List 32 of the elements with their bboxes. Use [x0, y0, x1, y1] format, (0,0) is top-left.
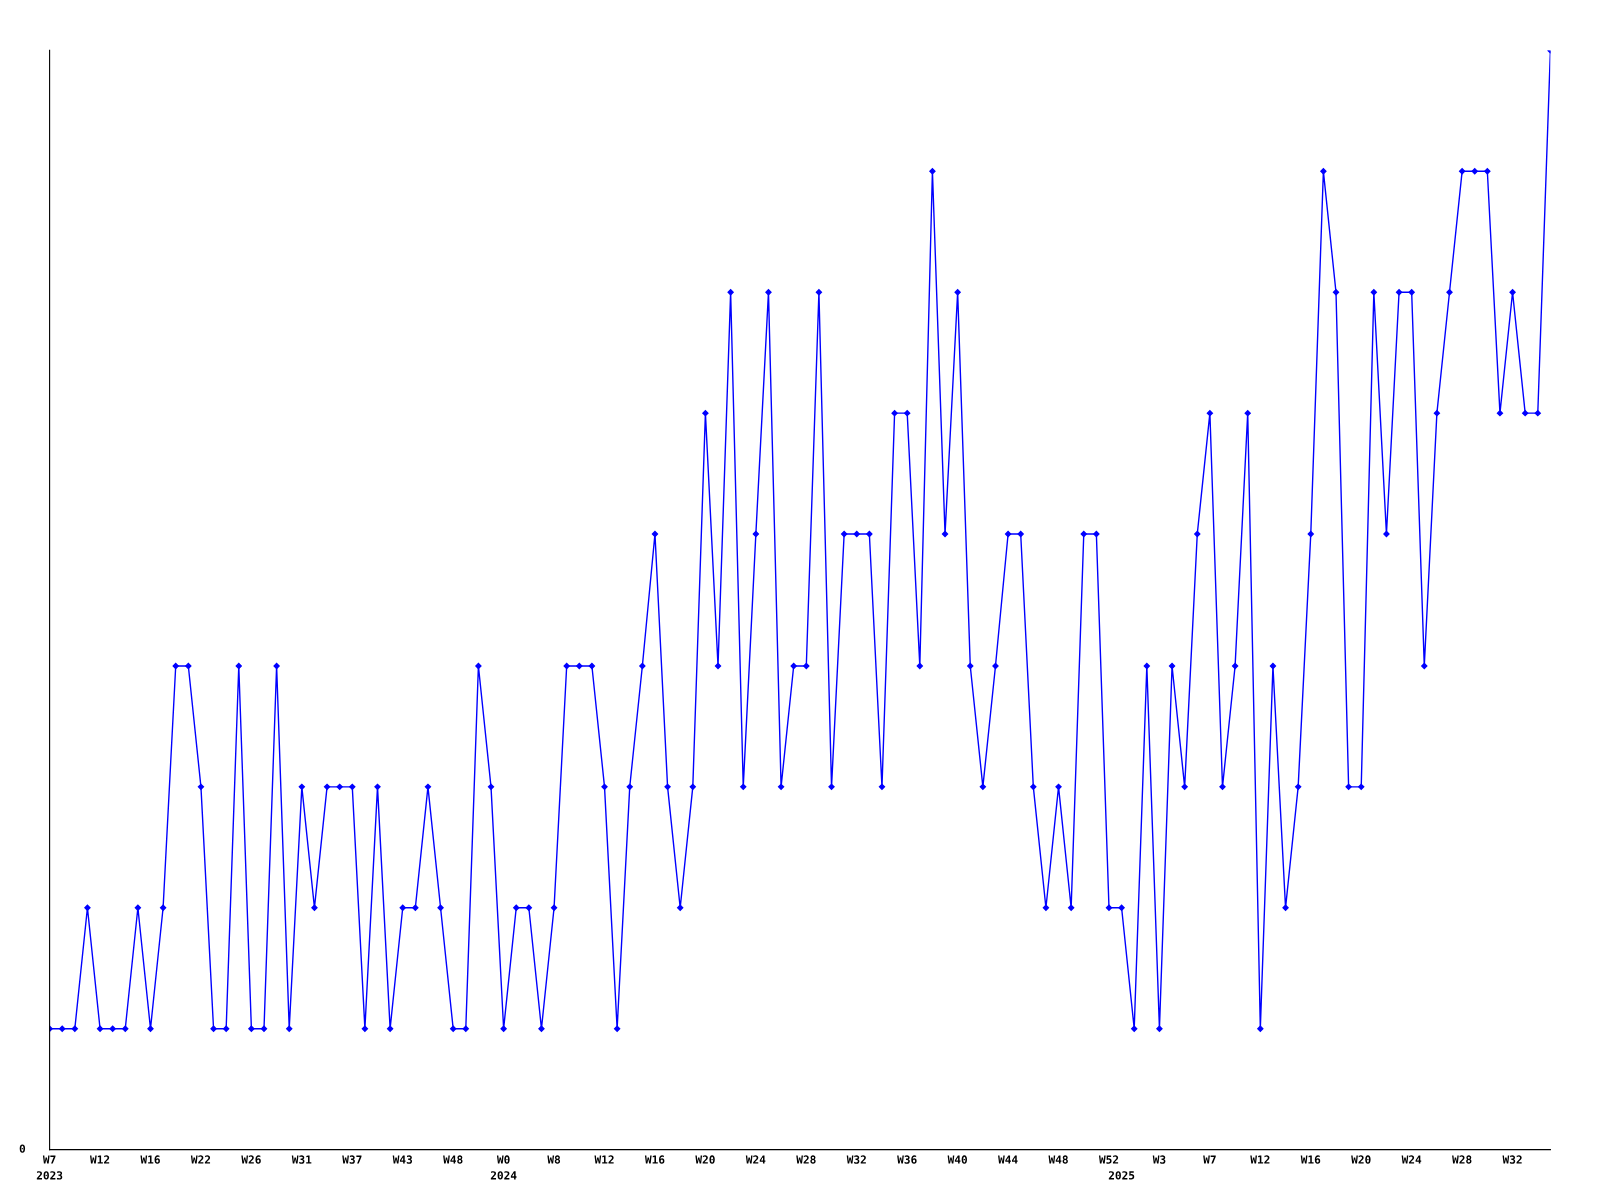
x-tick-label: W16 — [140, 1155, 160, 1164]
x-tick-label: W48 — [443, 1155, 463, 1164]
x-tick-label: W7 2023 — [36, 1155, 63, 1180]
x-tick-label: W32 — [1502, 1155, 1522, 1164]
x-tick-label: W20 — [1351, 1155, 1371, 1164]
x-tick-label: 2025 — [1108, 1171, 1135, 1180]
x-tick-label: W32 — [846, 1155, 866, 1164]
x-tick-label: W24 — [745, 1155, 766, 1164]
x-tick-label: W37 — [342, 1155, 362, 1164]
x-tick-label: W12 — [90, 1155, 110, 1164]
x-tick-label: W0 2024 — [490, 1155, 517, 1180]
x-tick-label: W28 — [1452, 1155, 1472, 1164]
x-tick-label: W3 — [1152, 1155, 1166, 1164]
x-tick-label: W26 — [241, 1155, 261, 1164]
x-tick-label: W20 — [695, 1155, 715, 1164]
x-tick-label: W12 — [1250, 1155, 1270, 1164]
x-tick-label: W40 — [947, 1155, 968, 1164]
x-tick-label: W44 — [998, 1155, 1018, 1164]
x-tick-label: W8 — [547, 1155, 561, 1164]
x-tick-label: W22 — [190, 1155, 211, 1164]
x-tick-label: W31 — [291, 1155, 312, 1164]
x-tick-label: W36 — [897, 1155, 917, 1164]
x-tick-label: W16 — [644, 1155, 665, 1164]
x-tick-label: W52 — [1098, 1155, 1119, 1164]
x-tick-label: W16 — [1300, 1155, 1321, 1164]
x-tick-label: W48 — [1048, 1155, 1068, 1164]
x-tick-label: W12 — [594, 1155, 614, 1164]
x-tick-label: W43 — [392, 1155, 413, 1164]
text: 0 — [19, 1144, 26, 1153]
x-tick-label: W7 — [1203, 1155, 1216, 1164]
x-tick-label: W24 — [1401, 1155, 1422, 1164]
x-tick-label: W28 — [796, 1155, 816, 1164]
